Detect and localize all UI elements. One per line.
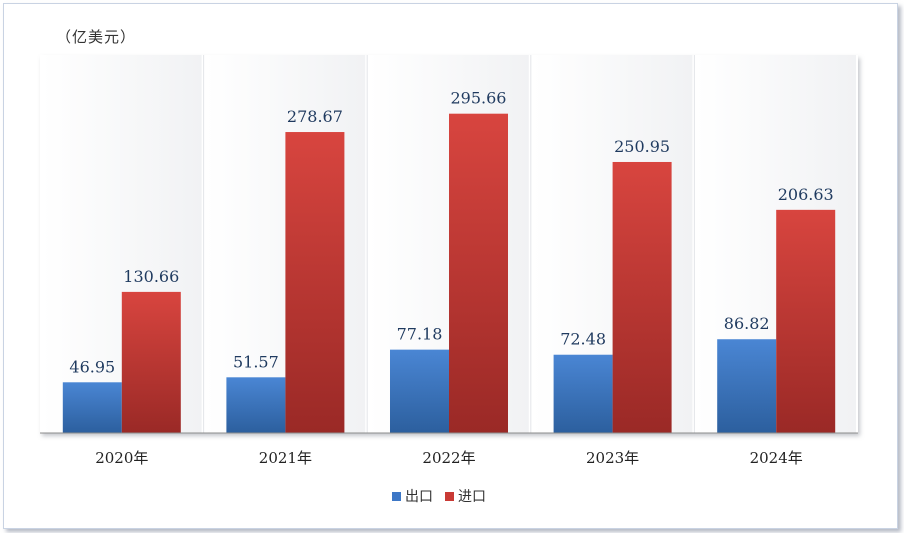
- data-label-import: 130.66: [123, 267, 179, 286]
- legend-swatch-import: [445, 491, 454, 501]
- legend-label-export: 出口: [405, 489, 433, 505]
- legend: 出口 进口: [392, 486, 486, 506]
- bar-import: [121, 291, 181, 433]
- data-label-export: 51.57: [233, 352, 279, 371]
- data-label-export: 46.95: [69, 357, 115, 376]
- x-tick-label: 2024年: [750, 449, 803, 467]
- data-label-export: 77.18: [397, 325, 443, 344]
- bar-import: [612, 161, 672, 433]
- legend-label-import: 进口: [458, 489, 486, 505]
- bar-import: [776, 209, 836, 433]
- x-tick-label: 2021年: [259, 449, 312, 467]
- data-label-export: 72.48: [560, 330, 606, 349]
- data-label-import: 295.66: [451, 89, 507, 108]
- legend-item-export: 出口: [392, 486, 433, 506]
- unit-label: （亿美元）: [56, 28, 137, 46]
- x-tick-label: 2020年: [95, 449, 148, 467]
- bar-import: [449, 113, 508, 434]
- x-tick-label: 2022年: [422, 449, 475, 467]
- legend-swatch-export: [392, 491, 401, 501]
- legend-item-import: 进口: [445, 486, 486, 506]
- data-label-import: 278.67: [287, 107, 343, 126]
- x-tick-label: 2023年: [586, 449, 639, 467]
- bar-export: [390, 349, 449, 433]
- bar-export: [226, 377, 286, 433]
- bar-import: [285, 132, 345, 433]
- data-label-export: 86.82: [724, 314, 770, 333]
- bar-export: [717, 339, 777, 433]
- bar-export: [553, 354, 613, 433]
- data-label-import: 206.63: [778, 185, 834, 204]
- data-label-import: 250.95: [614, 137, 670, 156]
- bar-export: [62, 382, 122, 433]
